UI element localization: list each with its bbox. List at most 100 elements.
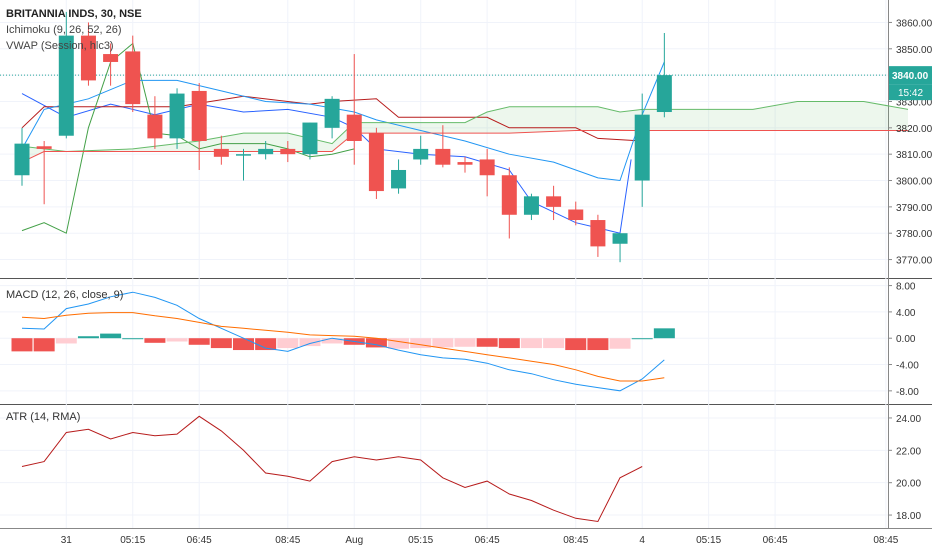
candle[interactable] (590, 214, 606, 257)
macd-histogram-bar (144, 338, 166, 343)
candle-body (302, 122, 318, 155)
candle[interactable] (413, 135, 429, 165)
candle-body (568, 209, 584, 221)
atr-line (21, 415, 643, 523)
candle[interactable] (80, 22, 96, 86)
atr-tick-label: 20.00 (896, 479, 921, 490)
macd-line (21, 291, 665, 392)
time-tick-label: 06:45 (763, 535, 788, 546)
candle[interactable] (523, 193, 539, 221)
time-tick-label: 06:45 (475, 535, 500, 546)
signal-line (21, 312, 665, 382)
candle-body (457, 162, 473, 165)
macd-histogram-bar (410, 338, 432, 349)
macd-histogram-bar (454, 338, 476, 347)
candle[interactable] (546, 185, 562, 221)
price-tick-label: 3790.00 (896, 203, 932, 214)
macd-tick-label: 8.00 (896, 282, 916, 293)
candle[interactable] (391, 159, 407, 194)
candle-body (656, 75, 672, 113)
candle[interactable] (457, 156, 473, 173)
time-tick-label: 08:45 (873, 535, 898, 546)
candle[interactable] (501, 167, 517, 239)
candle-body (258, 148, 274, 155)
candle[interactable] (147, 96, 163, 149)
macd-histogram-bar (520, 338, 542, 349)
candles[interactable] (14, 11, 672, 263)
atr-tick-label: 24.00 (896, 414, 921, 425)
candle[interactable] (346, 54, 362, 165)
price-tick-label: 3800.00 (896, 177, 932, 188)
candle[interactable] (435, 125, 451, 168)
candle-body (236, 154, 251, 156)
candle-body (191, 90, 207, 141)
candle[interactable] (634, 93, 650, 207)
candle-body (479, 159, 495, 176)
candle[interactable] (280, 141, 296, 163)
candle[interactable] (324, 96, 340, 139)
candle-body (523, 196, 539, 215)
candle-body (213, 148, 229, 157)
candle[interactable] (213, 135, 229, 165)
time-badge-value: 15:42 (898, 88, 923, 99)
time-axis[interactable]: 31 05:15 06:45 08:45 Aug 05:15 06:45 08:45 4 05:1… (61, 535, 899, 546)
candle-body (147, 114, 163, 139)
candle-body (14, 143, 30, 176)
macd-pane[interactable] (11, 291, 675, 392)
macd-histogram-bar (210, 338, 232, 349)
macd-legend[interactable]: MACD (12, 26, close, 9) (6, 289, 124, 301)
atr-legend[interactable]: ATR (14, RMA) (6, 411, 81, 423)
candle-body (80, 35, 96, 81)
candle-body (368, 133, 384, 192)
price-tick-label: 3810.00 (896, 150, 932, 161)
price-tick-label: 3850.00 (896, 45, 932, 56)
ichimoku-cloud (22, 101, 908, 163)
price-tick-label: 3780.00 (896, 229, 932, 240)
candle-body (590, 220, 606, 247)
macd-histogram-bar (587, 338, 609, 351)
candle[interactable] (258, 141, 274, 160)
candle-body (612, 233, 628, 244)
ichimoku-legend[interactable]: Ichimoku (9, 26, 52, 26) (6, 24, 122, 36)
macd-histogram-bar (609, 338, 631, 349)
candle-body (413, 148, 429, 160)
candle[interactable] (612, 233, 628, 263)
macd-histogram-bar (365, 338, 387, 348)
macd-histogram-bar (188, 338, 210, 345)
candle-body (125, 51, 141, 105)
candle[interactable] (479, 148, 495, 197)
candle-body (103, 54, 119, 62)
candle[interactable] (302, 122, 318, 160)
macd-histogram-bar (498, 338, 520, 349)
candle[interactable] (103, 43, 119, 86)
symbol-title[interactable]: BRITANNIA INDS, 30, NSE (6, 8, 142, 20)
macd-histogram-bar (321, 338, 343, 344)
candle-body (58, 35, 74, 136)
candle[interactable] (169, 88, 185, 149)
candle[interactable] (58, 11, 74, 139)
candle[interactable] (656, 32, 672, 118)
atr-pane[interactable] (21, 415, 643, 523)
macd-histogram-bar (653, 328, 675, 339)
candle-body (435, 148, 451, 165)
candle-body (169, 93, 185, 139)
macd-histogram-bar (476, 338, 498, 347)
candle[interactable] (236, 148, 251, 181)
candle[interactable] (368, 127, 384, 199)
candle[interactable] (14, 127, 30, 186)
candle[interactable] (125, 35, 141, 113)
candle[interactable] (568, 201, 584, 226)
candle[interactable] (191, 83, 207, 170)
price-badge-bg (889, 66, 932, 85)
macd-histogram-bar (100, 333, 122, 339)
candle-body (36, 146, 52, 149)
atr-tick-label: 18.00 (896, 511, 921, 522)
macd-histogram-bar (122, 338, 144, 340)
vwap-legend[interactable]: VWAP (Session, hlc3) (6, 40, 114, 52)
price-axis[interactable]: 3770.00 3780.00 3790.00 3800.00 3810.00 3820.… (888, 18, 932, 522)
candle[interactable] (36, 141, 52, 205)
